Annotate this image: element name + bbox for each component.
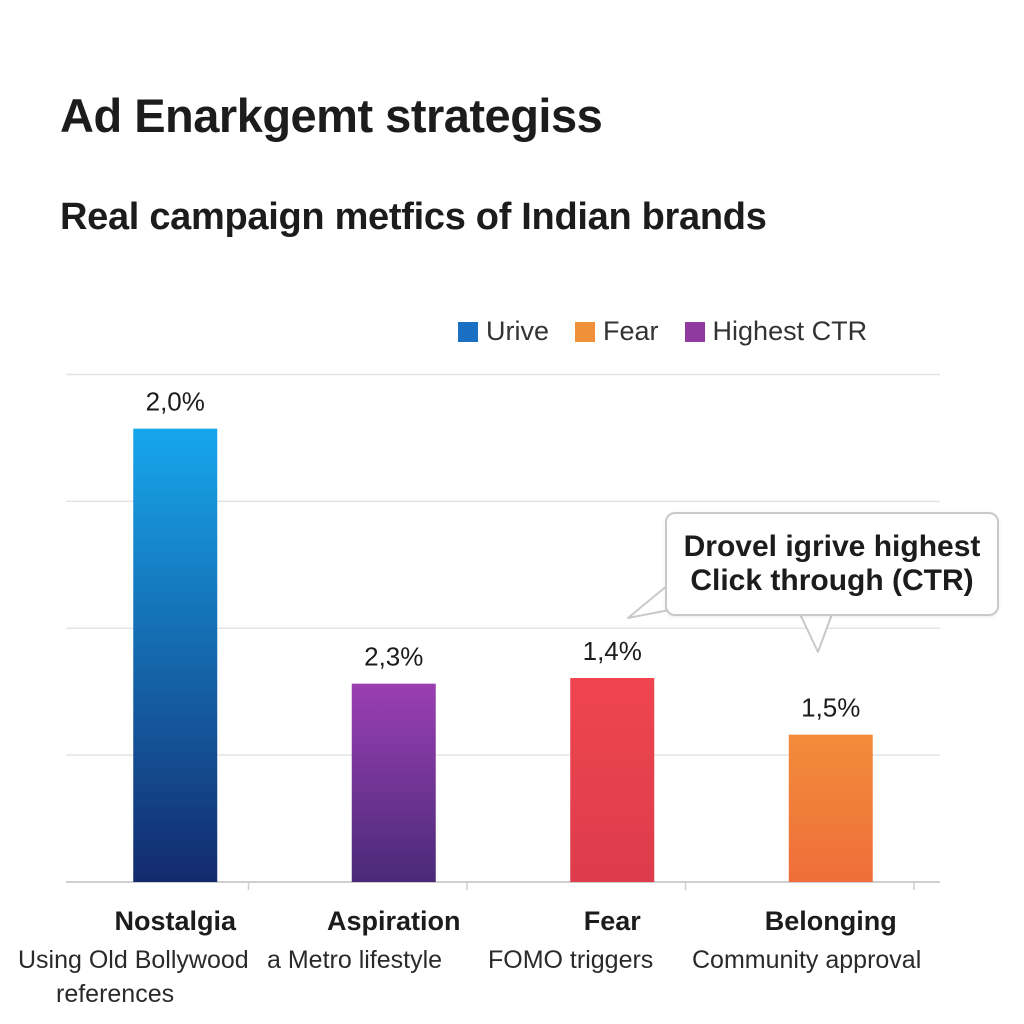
chart-subtitle: Real campaign metfics of Indian brands (60, 196, 767, 238)
category-description: a Metro lifestyle (267, 946, 442, 974)
legend-item-urive: Urive (458, 316, 549, 347)
bar-fear (570, 678, 655, 882)
category-description: Community approval (692, 946, 921, 974)
bar-aspiration (351, 683, 436, 882)
legend-item-highest-ctr: Highest CTR (684, 316, 868, 347)
legend-label-fear: Fear (603, 316, 659, 346)
callout-text: Drovel igrive highest Click through (CTR… (683, 529, 981, 598)
legend-item-fear: Fear (575, 316, 659, 347)
category-description: Using Old Bollywood (18, 946, 249, 974)
data-label: 1,4% (583, 636, 642, 666)
callout-pointer-down (799, 613, 833, 653)
legend-swatch-urive (458, 321, 478, 342)
legend-label-highest-ctr: Highest CTR (712, 316, 868, 346)
category-description: FOMO triggers (488, 946, 653, 974)
bar-nostalgia (133, 428, 218, 882)
legend-swatch-fear (575, 321, 596, 342)
data-label: 2,0% (146, 387, 205, 417)
legend-swatch-highest-ctr (684, 321, 705, 342)
legend: Urive Fear Highest CTR (458, 316, 867, 347)
category-label: Fear (584, 906, 642, 936)
legend-label-urive: Urive (486, 316, 550, 346)
bar-belonging (788, 734, 873, 882)
chart-title: Ad Enarkgemt strategiss (60, 89, 603, 142)
category-label: Aspiration (327, 906, 461, 936)
category-label: Belonging (765, 906, 897, 936)
category-description-cont: references (56, 980, 174, 1008)
data-label: 2,3% (364, 642, 423, 672)
data-label: 1,5% (801, 693, 860, 723)
callout-box: Drovel igrive highest Click through (CTR… (665, 512, 999, 616)
category-label: Nostalgia (114, 906, 237, 936)
